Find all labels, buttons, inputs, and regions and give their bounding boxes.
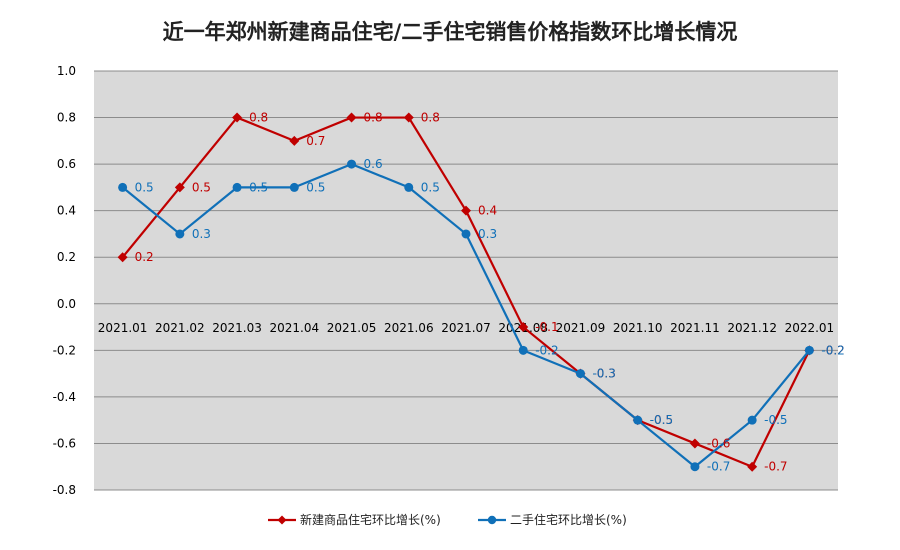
data-label: 0.6 — [364, 157, 383, 171]
data-point — [690, 462, 700, 472]
data-point — [175, 229, 185, 239]
y-tick-label: -0.4 — [53, 390, 76, 404]
data-label: 0.3 — [478, 227, 497, 241]
data-label: -0.1 — [535, 320, 558, 334]
x-tick-label: 2021.09 — [556, 321, 606, 335]
data-label: 0.5 — [421, 180, 440, 194]
data-label: -0.5 — [764, 413, 787, 427]
y-tick-label: 0.2 — [57, 250, 76, 264]
data-point — [118, 182, 128, 192]
data-point — [403, 112, 414, 123]
chart-title: 近一年郑州新建商品住宅/二手住宅销售价格指数环比增长情况 — [162, 20, 738, 44]
legend-marker — [487, 515, 497, 525]
data-labels: 0.2 0.5 0.8 0.7 0.8 0.8 0.4 -0.1 -0.3 -0.5 -0.6 -0.… — [135, 111, 845, 474]
data-point — [174, 182, 185, 193]
data-label: -0.3 — [592, 367, 615, 381]
y-tick-label: -0.6 — [53, 436, 76, 450]
x-tick-label: 2021.11 — [670, 321, 720, 335]
y-tick-label: -0.2 — [53, 343, 76, 357]
x-tick-label: 2021.01 — [98, 321, 148, 335]
data-point — [461, 229, 471, 239]
x-tick-label: 2021.10 — [613, 321, 663, 335]
data-point — [232, 112, 243, 123]
legend: 新建商品住宅环比增长(%) 二手住宅环比增长(%) — [268, 512, 627, 527]
axes: 1.0 0.8 0.6 0.4 0.2 0.0 -0.2 -0.4 -0.6 -0.8 2021.0… — [53, 64, 835, 497]
data-point — [518, 322, 529, 333]
data-label: 0.4 — [478, 204, 497, 218]
data-point — [289, 182, 299, 192]
y-tick-label: 0.6 — [57, 157, 76, 171]
data-label: 0.8 — [249, 111, 268, 125]
x-tick-label: 2021.02 — [155, 321, 205, 335]
data-point — [747, 415, 757, 425]
y-tick-label: 0.4 — [57, 204, 76, 218]
data-label: -0.5 — [650, 413, 673, 427]
plot-area — [94, 71, 838, 490]
x-tick-label: 2022.01 — [785, 321, 835, 335]
data-point — [289, 135, 300, 146]
data-point — [117, 252, 128, 263]
x-tick-label: 2021.07 — [441, 321, 491, 335]
data-label: -0.7 — [707, 460, 730, 474]
y-tick-label: -0.8 — [53, 483, 76, 497]
legend-label: 二手住宅环比增长(%) — [510, 512, 627, 527]
data-label: 0.5 — [192, 180, 211, 194]
legend-marker — [277, 515, 287, 525]
legend-label: 新建商品住宅环比增长(%) — [300, 512, 441, 527]
data-label: -0.3 — [592, 367, 615, 381]
data-label: -0.2 — [535, 343, 558, 357]
data-point — [232, 182, 242, 192]
x-tick-label: 2021.03 — [212, 321, 262, 335]
y-tick-label: 0.8 — [57, 111, 76, 125]
x-tick-label: 2021.05 — [327, 321, 377, 335]
y-tick-label: 0.0 — [57, 297, 76, 311]
data-label: 0.5 — [135, 180, 154, 194]
data-label: 0.5 — [306, 180, 325, 194]
data-point — [404, 182, 414, 192]
y-tick-label: 1.0 — [57, 64, 76, 78]
data-point — [689, 438, 700, 449]
data-label: -0.2 — [821, 343, 844, 357]
data-label: 0.5 — [249, 180, 268, 194]
data-point — [633, 415, 643, 425]
data-point — [804, 345, 814, 355]
data-label: 0.8 — [364, 111, 383, 125]
data-point — [575, 369, 585, 379]
data-point — [347, 159, 357, 169]
data-label: 0.8 — [421, 111, 440, 125]
data-point — [461, 205, 471, 216]
data-label: -0.5 — [650, 413, 673, 427]
data-point — [518, 345, 528, 355]
data-label: 0.7 — [306, 134, 325, 148]
data-label: 0.2 — [135, 250, 154, 264]
data-point — [747, 461, 758, 472]
x-tick-label: 2021.06 — [384, 321, 434, 335]
data-point — [346, 112, 357, 123]
data-label: -0.6 — [707, 436, 730, 450]
data-label: -0.2 — [821, 343, 844, 357]
grid-lines — [94, 70, 838, 491]
data-label: 0.3 — [192, 227, 211, 241]
x-tick-label: 2021.12 — [727, 321, 777, 335]
x-tick-label: 2021.04 — [269, 321, 319, 335]
data-label: -0.7 — [764, 460, 787, 474]
series — [117, 112, 815, 472]
